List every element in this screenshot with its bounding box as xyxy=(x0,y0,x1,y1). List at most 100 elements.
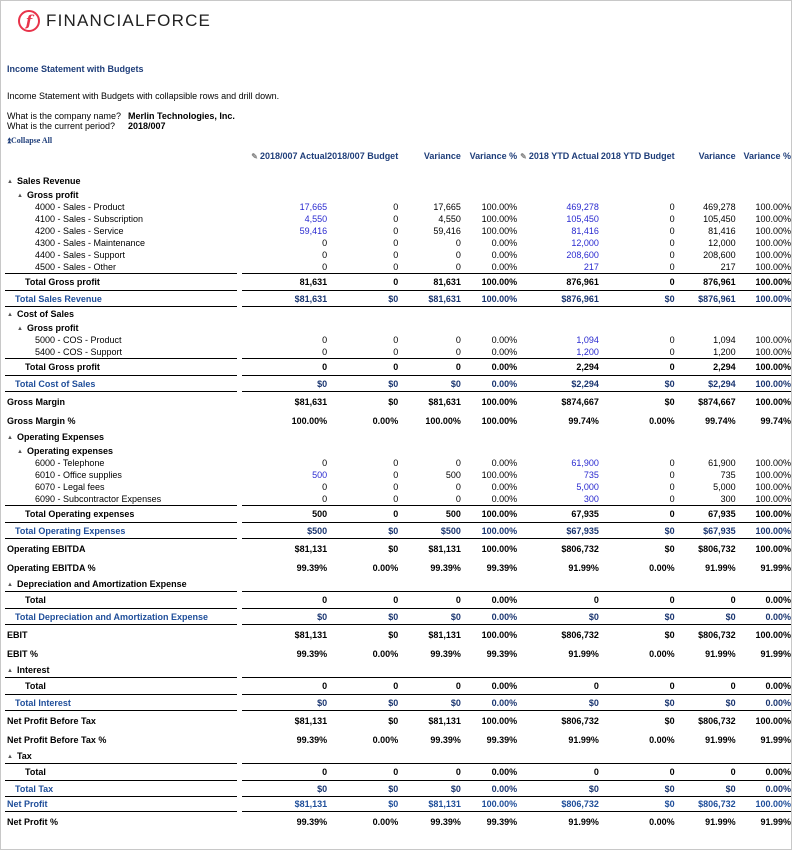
row-label[interactable]: ▲ Sales Revenue xyxy=(5,174,237,188)
row-net: Net Profit $81,131 $0 $81,131 100.00% $806,73… xyxy=(5,796,791,812)
cell-value: $0 xyxy=(327,694,399,711)
row-label[interactable]: ▲ Gross profit xyxy=(5,321,237,334)
cell-value: $0 xyxy=(241,375,328,392)
cell-value: 0 xyxy=(322,482,328,492)
column-header[interactable]: ✎ 2018/007 Actual xyxy=(242,151,327,174)
collapse-toggle-icon[interactable]: ▲ xyxy=(7,312,13,318)
row-label-text: Total Gross profit xyxy=(25,362,100,372)
cell-value: $0 xyxy=(517,608,599,625)
cell-value xyxy=(327,174,398,188)
drilldown-link[interactable]: 59,416 xyxy=(299,226,328,236)
column-header[interactable]: Variance % xyxy=(461,151,518,174)
cell-value: 0 xyxy=(598,505,675,523)
cell-value: 99.74% xyxy=(760,415,791,426)
cell-value: 0 xyxy=(393,238,399,248)
drilldown-link[interactable]: 300 xyxy=(583,494,599,504)
drilldown-link[interactable]: 17,665 xyxy=(299,202,328,212)
cell-value: 500 xyxy=(398,505,461,523)
column-header[interactable]: 2018/007 Budget xyxy=(327,151,398,174)
cell-value: $0 xyxy=(327,522,399,539)
cell-value: 91.99% xyxy=(760,648,791,659)
cell-value: 67,935 xyxy=(674,505,736,523)
cell-value xyxy=(461,188,517,201)
cell-value xyxy=(599,577,675,592)
cell-value: 0 xyxy=(322,262,328,272)
row-label[interactable]: ▲ Tax xyxy=(5,749,237,764)
drilldown-link[interactable]: 5,000 xyxy=(576,482,599,492)
column-header[interactable]: Variance xyxy=(398,151,461,174)
drilldown-link[interactable]: 61,900 xyxy=(571,458,599,468)
cell-value: 0.00% xyxy=(460,780,518,797)
collapse-all-button[interactable]: ⏫︎Collapse All xyxy=(7,136,52,146)
cell-value xyxy=(517,444,599,457)
drilldown-link[interactable]: 1,094 xyxy=(576,335,599,345)
cell-value xyxy=(461,430,517,444)
row-label[interactable]: ▲ Operating expenses xyxy=(5,444,237,457)
cell-value: 0.00% xyxy=(649,415,675,426)
collapse-toggle-icon[interactable]: ▲ xyxy=(7,754,13,760)
column-header[interactable]: Variance % xyxy=(736,151,791,174)
column-header-label: Variance xyxy=(423,151,461,161)
drilldown-link[interactable]: 12,000 xyxy=(571,238,599,248)
cell-value: 208,600 xyxy=(703,250,736,260)
cell-value: 99.39% xyxy=(430,648,461,659)
cell-value xyxy=(327,321,398,334)
cell-value: 0 xyxy=(455,238,461,248)
row-label[interactable]: ▲ Gross profit xyxy=(5,188,237,201)
collapse-toggle-icon[interactable]: ▲ xyxy=(17,448,23,455)
column-header[interactable]: ✎ 2018 YTD Actual xyxy=(517,151,599,174)
cell-value: 99.39% xyxy=(486,562,518,573)
cell-value: 91.99% xyxy=(568,816,599,827)
collapse-toggle-icon[interactable]: ▲ xyxy=(7,435,13,441)
row-label[interactable]: ▲ Cost of Sales xyxy=(5,307,237,322)
cell-value: $0 xyxy=(327,796,399,812)
row-label-text: 4300 - Sales - Maintenance xyxy=(35,238,146,248)
cell-value xyxy=(599,174,675,188)
cell-value: 100.00% xyxy=(755,202,791,212)
cell-value: 81,631 xyxy=(241,273,328,291)
drilldown-link[interactable]: 735 xyxy=(583,470,599,480)
collapse-toggle-icon[interactable]: ▲ xyxy=(7,582,13,588)
cell-value xyxy=(675,749,736,764)
cell-value: 0 xyxy=(455,494,461,504)
collapse-toggle-icon[interactable]: ▲ xyxy=(17,192,23,199)
cell-value: 100.00% xyxy=(755,543,791,554)
cell-value: 100.00% xyxy=(755,715,791,726)
drilldown-link[interactable]: 469,278 xyxy=(566,202,599,212)
drilldown-link[interactable]: 105,450 xyxy=(566,214,599,224)
cell-value: 217 xyxy=(720,262,736,272)
cell-value: $0 xyxy=(241,694,328,711)
collapse-toggle-icon[interactable]: ▲ xyxy=(7,668,13,674)
drilldown-link[interactable]: 208,600 xyxy=(566,250,599,260)
drilldown-link[interactable]: 1,200 xyxy=(576,347,599,357)
collapse-toggle-icon[interactable]: ▲ xyxy=(7,179,13,185)
column-header[interactable]: 2018 YTD Budget xyxy=(599,151,675,174)
cell-value: 100.00% xyxy=(755,494,791,504)
row-label[interactable]: ▲ Operating Expenses xyxy=(5,430,237,444)
row-label: 5000 - COS - Product xyxy=(5,334,237,346)
drilldown-link[interactable]: 500 xyxy=(312,470,328,480)
collapse-toggle-icon[interactable]: ▲ xyxy=(17,325,23,332)
cell-value: 0 xyxy=(327,591,399,609)
logo-text: FINANCIALFORCE xyxy=(46,11,212,30)
row-sectotal: Total Tax $0 $0 $0 0.00% $0 $0 $0 0.00% xyxy=(5,780,791,797)
drilldown-link[interactable]: 4,550 xyxy=(304,214,328,224)
cell-value xyxy=(327,188,398,201)
row-summary: EBIT % 99.39% 0.00% 99.39% 99.39% 91.99% 0.00%… xyxy=(5,644,791,663)
drilldown-link[interactable]: 81,416 xyxy=(571,226,599,236)
cell-value: 100.00% xyxy=(755,470,791,480)
row-label-text: Net Profit xyxy=(7,799,48,809)
cell-value: 100.00% xyxy=(755,214,791,224)
cell-value xyxy=(327,749,398,764)
row-label[interactable]: ▲ Depreciation and Amortization Expense xyxy=(5,577,237,592)
row-label-text: Total Tax xyxy=(15,783,54,794)
cell-value xyxy=(461,749,517,764)
cell-value: $2,294 xyxy=(517,375,599,392)
row-label[interactable]: ▲ Interest xyxy=(5,663,237,678)
column-header[interactable]: Variance xyxy=(675,151,736,174)
cell-value: 100.00% xyxy=(481,214,518,224)
row-label: 4300 - Sales - Maintenance xyxy=(5,237,237,249)
cell-value: 0 xyxy=(598,677,675,695)
cell-value: 100.00% xyxy=(755,396,791,407)
drilldown-link[interactable]: 217 xyxy=(583,262,599,272)
